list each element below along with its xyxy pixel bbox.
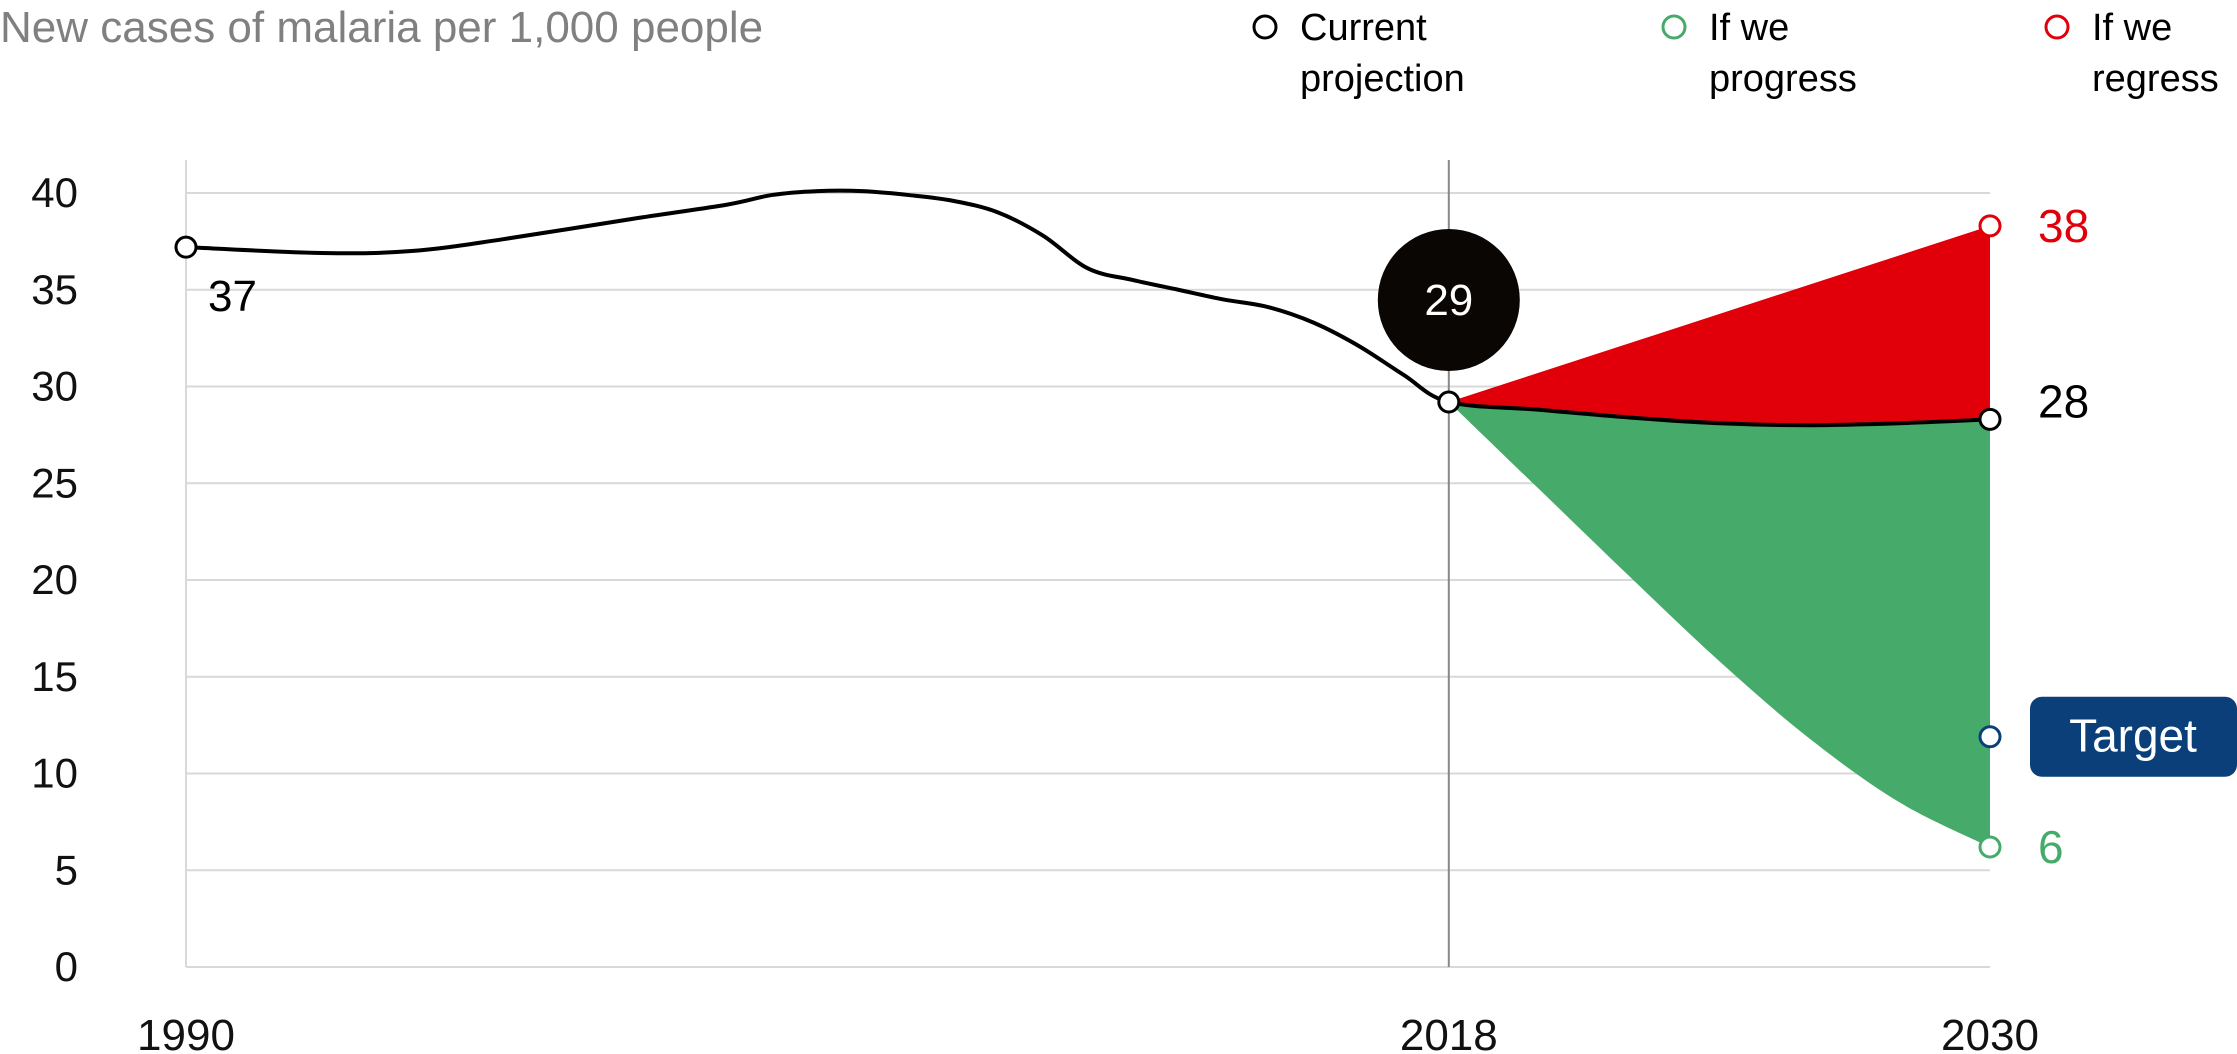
point-markers [174,214,2002,859]
target-label: Target [2069,710,2197,762]
end-regress-label: 38 [2038,200,2089,252]
end-progress-point [1978,835,2002,859]
legend-label-line2: regress [2092,58,2219,100]
legend-marker [2044,14,2070,40]
series-lines [185,188,1991,428]
start-point [174,235,198,259]
start-value-label: 37 [208,272,257,321]
legend-item-progress: If we progress [1661,7,1857,100]
scenario-areas [1448,225,1990,848]
target-badge [2030,696,2237,777]
y-tick-label: 40 [31,169,78,216]
legend-label-line1: If we [1709,7,1789,49]
y-tick-label: 30 [31,363,78,410]
y-tick-label: 35 [31,266,78,313]
target-point [1978,725,2002,749]
legend-marker [1661,14,1687,40]
legend-marker [1252,14,1278,40]
y-tick-label: 10 [31,750,78,797]
y-axis-ticks: 0 5 10 15 20 25 30 35 40 [31,169,78,990]
current-value-badge [1377,228,1520,371]
legend-label-line1: Current [1300,7,1427,49]
regress-area [1448,225,1990,426]
y-tick-label: 20 [31,556,78,603]
chart-title: New cases of malaria per 1,000 people [0,3,763,52]
end-current-point [1978,407,2002,431]
current-value-badge-label: 29 [1424,276,1473,325]
x-axis-ticks: 1990 2018 2030 [137,1011,2039,1054]
progress-area [1448,401,1990,848]
y-tick-label: 0 [55,943,78,990]
x-tick-label: 2018 [1400,1011,1498,1054]
x-tick-label: 2030 [1941,1011,2039,1054]
current-projection-line [185,188,1991,428]
value-labels: 37 29 38 28 6 Target [208,200,2237,873]
end-progress-label: 6 [2038,821,2064,873]
legend-item-regress: If we regress [2044,7,2219,100]
split-point [1437,390,1461,414]
end-regress-point [1978,214,2002,238]
legend-label-line2: projection [1300,58,1465,100]
y-tick-label: 25 [31,459,78,506]
y-tick-label: 15 [31,653,78,700]
x-tick-label: 1990 [137,1011,235,1054]
legend-label-line2: progress [1709,58,1857,100]
legend-label-line1: If we [2092,7,2172,49]
end-current-label: 28 [2038,375,2089,427]
legend-item-current: Current projection [1252,7,1465,100]
y-tick-label: 5 [55,846,78,893]
legend: Current projection If we progress If we regre… [1252,7,2219,100]
